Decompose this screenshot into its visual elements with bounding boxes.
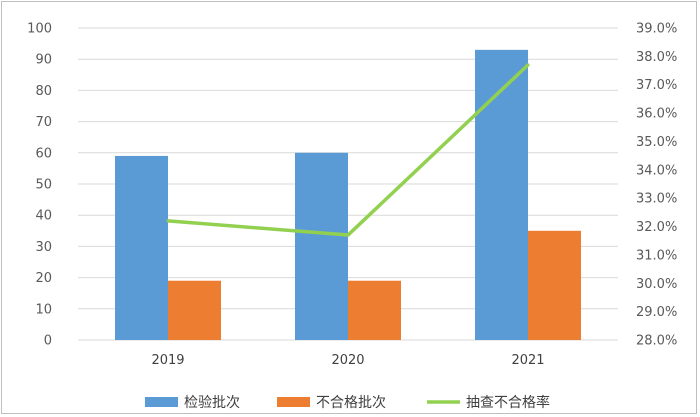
y-left-tick-label: 10: [35, 302, 52, 317]
y-right-tick-label: 37.0%: [636, 78, 677, 93]
y-left-tick-label: 90: [35, 53, 52, 68]
y-right-tick-label: 30.0%: [636, 277, 677, 292]
bar-unqualified-batches-2021: [528, 230, 581, 340]
y-left-tick-label: 100: [27, 22, 52, 37]
rate-point-2021: [526, 63, 530, 67]
y-right-tick-label: 35.0%: [636, 135, 677, 150]
y-left-tick-label: 60: [35, 146, 52, 161]
y-left-tick-label: 50: [35, 178, 52, 193]
y-left-tick-label: 40: [35, 209, 52, 224]
y-right-tick-label: 39.0%: [636, 22, 677, 37]
x-category-label: 2020: [331, 353, 364, 368]
bar-inspection-batches-2020: [295, 152, 348, 340]
bar-unqualified-batches-2019: [168, 280, 221, 340]
rate-point-2020: [346, 233, 350, 237]
y-left-tick-label: 70: [35, 115, 52, 130]
y-right-tick-label: 31.0%: [636, 248, 677, 263]
y-left-tick-label: 20: [35, 271, 52, 286]
y-right-tick-label: 34.0%: [636, 163, 677, 178]
x-category-label: 2021: [511, 353, 544, 368]
y-right-tick-label: 38.0%: [636, 50, 677, 65]
legend-label: 检验批次: [184, 395, 240, 411]
y-right-tick-label: 28.0%: [636, 334, 677, 349]
legend-label: 不合格批次: [316, 395, 386, 411]
x-category-label: 2019: [151, 353, 184, 368]
y-right-tick-label: 36.0%: [636, 107, 677, 122]
legend-label: 抽查不合格率: [466, 394, 550, 411]
y-left-tick-label: 0: [44, 334, 52, 349]
legend-bar-swatch: [277, 397, 310, 407]
y-right-tick-label: 32.0%: [636, 220, 677, 235]
y-right-tick-label: 29.0%: [636, 305, 677, 320]
y-left-tick-label: 80: [35, 84, 52, 99]
bar-inspection-batches-2019: [115, 155, 168, 340]
rate-point-2019: [166, 219, 170, 223]
legend-bar-swatch: [145, 397, 178, 407]
bar-unqualified-batches-2020: [348, 280, 401, 340]
bar-inspection-batches-2021: [475, 49, 528, 341]
y-right-tick-label: 33.0%: [636, 192, 677, 207]
y-left-tick-label: 30: [35, 240, 52, 255]
